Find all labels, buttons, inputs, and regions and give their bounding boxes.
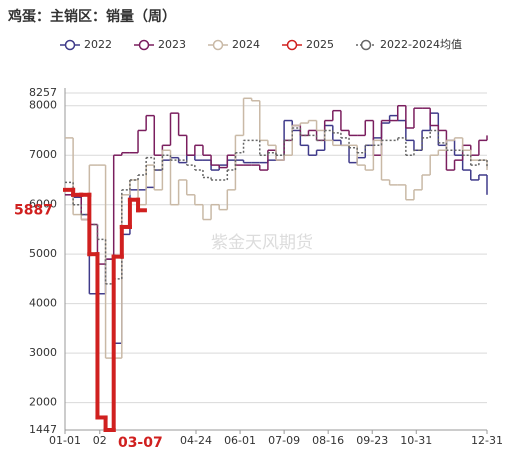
x-tick-label: 12-31 [471,434,503,447]
y-tick-label: 2000 [29,396,57,409]
y-tick-label: 1447 [29,423,57,436]
legend-label: 2023 [158,38,186,51]
y-tick-label: 3000 [29,346,57,359]
watermark: 紫金天风期货 [211,233,313,253]
legend-label: 2024 [232,38,260,51]
x-tick-label: 04-24 [180,434,212,447]
x-tick-label: 01-01 [49,434,81,447]
y-tick-label: 4000 [29,297,57,310]
chart-title: 鸡蛋：主销区：销量（周） [7,8,176,25]
x-highlight-label: 03-07 [118,435,163,451]
legend-marker [360,39,372,51]
y-tick-label: 5000 [29,247,57,260]
x-tick-label: 09-23 [356,434,388,447]
y-tick-label: 6000 [29,198,57,211]
legend-marker [138,39,150,51]
y-highlight-label: 5887 [14,202,53,218]
x-tick-label: 10-31 [400,434,432,447]
legend-marker [286,39,298,51]
y-tick-label: 7000 [29,148,57,161]
x-tick-label: 07-09 [268,434,300,447]
legend-marker [64,39,76,51]
y-tick-label: 8257 [29,86,57,99]
x-tick-label: 02 [93,434,107,447]
x-tick-label: 08-16 [312,434,344,447]
legend-label: 2022 [84,38,112,51]
legend-label: 2022-2024均值 [380,38,462,51]
x-tick-label: 06-01 [224,434,256,447]
legend-label: 2025 [306,38,334,51]
y-tick-label: 8000 [29,99,57,112]
legend-marker [212,39,224,51]
